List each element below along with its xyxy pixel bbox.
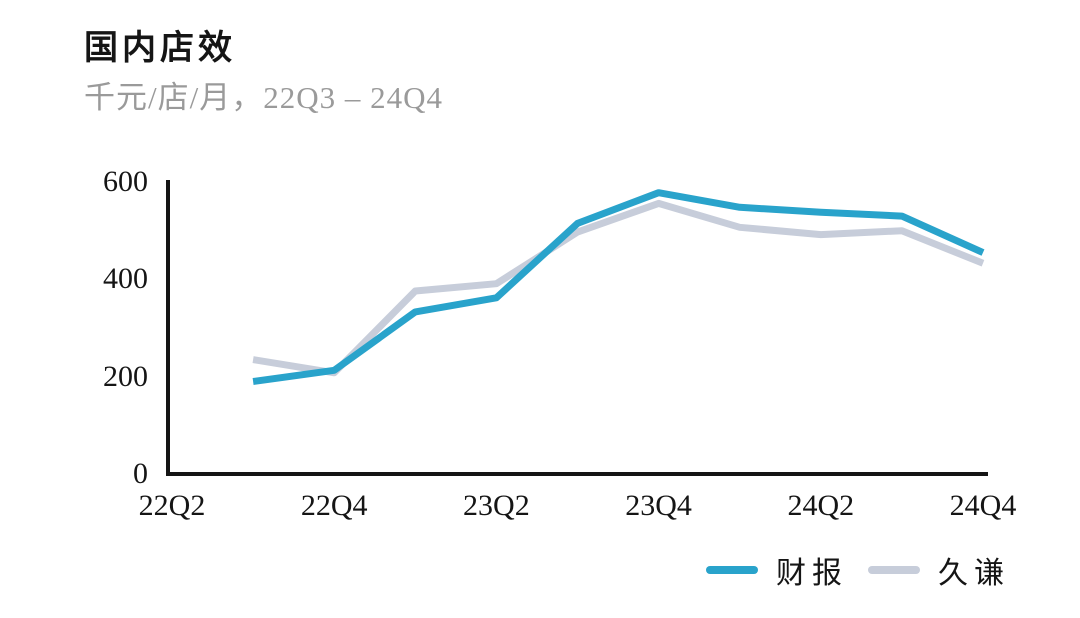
x-tick-label: 22Q2	[138, 489, 206, 522]
x-tick-label: 23Q2	[463, 489, 530, 522]
x-tick-label: 23Q4	[625, 489, 692, 522]
series-line-财报	[252, 189, 985, 385]
y-tick-label: 0	[133, 457, 148, 490]
series-lines-group	[252, 189, 985, 385]
chart-legend: 财报 久谦	[706, 548, 1010, 592]
chart-title: 国内店效	[84, 30, 236, 67]
x-tick-label: 24Q2	[787, 489, 855, 522]
legend-line-swatch-caibao	[706, 566, 758, 574]
legend-label-caibao: 财报	[776, 557, 848, 590]
series-line-久谦	[252, 199, 985, 377]
y-tick-label: 200	[103, 359, 148, 393]
y-tick-label: 400	[103, 262, 148, 296]
legend-line-swatch-jiuqian	[868, 566, 920, 574]
x-tick-label: 24Q4	[949, 489, 1017, 522]
legend-item-jiuqian: 久谦	[868, 548, 1010, 592]
x-tick-label: 22Q4	[300, 489, 368, 522]
legend-item-caibao: 财报	[706, 548, 848, 592]
y-tick-label: 600	[103, 165, 148, 198]
legend-label-jiuqian: 久谦	[938, 557, 1010, 590]
chart-subtitle: 千元/店/月，22Q3 – 24Q4	[84, 80, 443, 115]
axis-lines	[166, 180, 988, 476]
